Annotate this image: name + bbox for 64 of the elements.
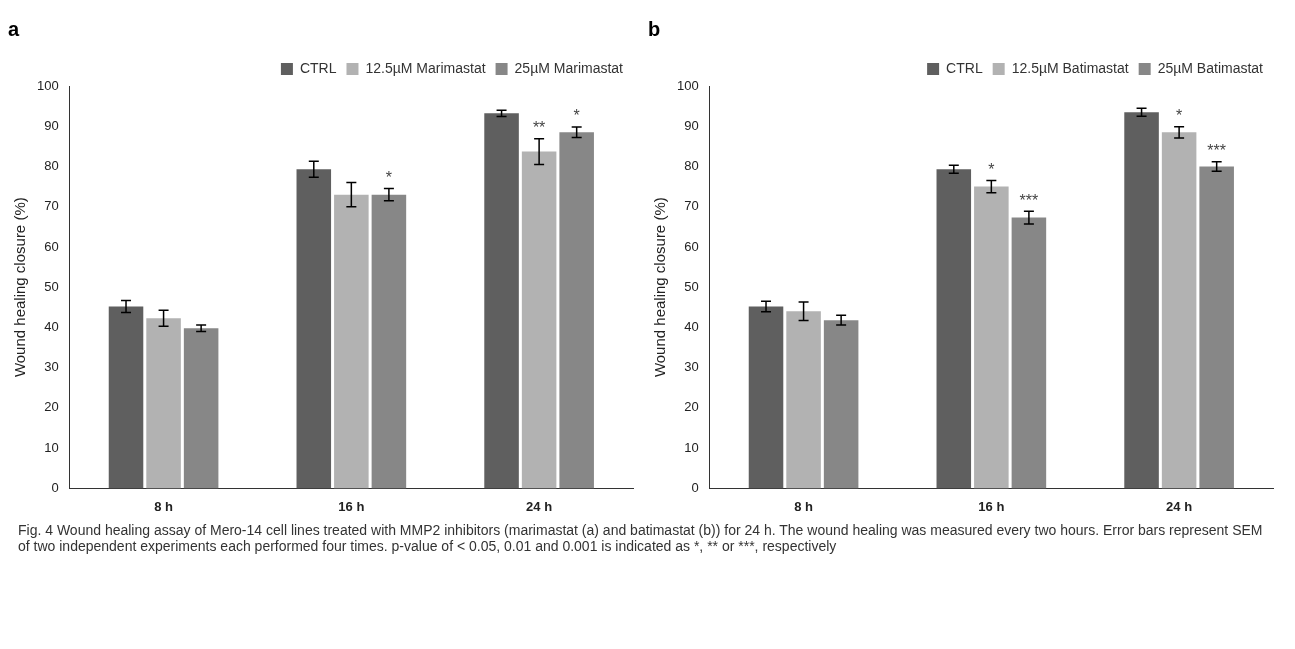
bar (748, 306, 784, 489)
y-tick-label: 40 (44, 319, 59, 335)
y-tick-label: 20 (44, 399, 59, 415)
x-tick-label: 16 h (338, 498, 365, 514)
y-tick-label: 10 (44, 439, 59, 455)
x-tick-label: 16 h (978, 498, 1005, 514)
y-tick-label: 90 (684, 117, 699, 133)
bar (296, 169, 332, 489)
bar (146, 318, 181, 489)
data-label: * (988, 160, 995, 178)
bar (521, 151, 557, 489)
bar (1124, 112, 1159, 489)
y-tick-label: 40 (684, 319, 699, 335)
y-tick-label: 30 (684, 359, 699, 375)
y-tick-label: 80 (684, 158, 699, 174)
bar (183, 328, 219, 489)
bar (108, 306, 144, 489)
legend-label: 12.5µM Marimastat (365, 59, 486, 76)
bar (484, 113, 519, 489)
data-label: * (573, 107, 580, 125)
bar (1161, 132, 1197, 489)
bar (974, 186, 1009, 489)
legend-label: 25µM Batimastat (1157, 59, 1264, 76)
bar (334, 194, 369, 489)
y-tick-label: 60 (684, 238, 699, 254)
y-tick-label: 80 (44, 158, 59, 174)
bar (823, 320, 859, 489)
bar (936, 169, 972, 489)
y-tick-label: 90 (44, 117, 59, 133)
y-tick-label: 50 (684, 278, 699, 294)
y-axis-title: Wound healing closure (%) (651, 197, 669, 378)
x-tick-label: 8 h (794, 498, 814, 514)
y-tick-label: 20 (684, 399, 699, 415)
x-tick-label: 24 h (526, 498, 553, 514)
bar (1011, 217, 1047, 489)
y-tick-label: 10 (684, 439, 699, 455)
data-label: ** (532, 119, 546, 137)
y-tick-label: 60 (44, 238, 59, 254)
y-tick-label: 70 (684, 198, 699, 214)
legend-label: 12.5µM Batimastat (1011, 59, 1129, 76)
caption: Fig. 4 Wound healing assay of Mero-14 cell lines treated with MMP2 inhibitors (marimastat (a) and batimastat (b)) for 24 h. The wound healing was measured every two hours. Error bars represent SEM of two independent experiments each performed four times. p-value of < 0.05, 0.01 and 0.001 is indicated as *, ** or ***, respectively (17, 521, 1264, 556)
legend-label: CTRL (299, 59, 337, 76)
chart-title: b (648, 17, 661, 40)
data-label: *** (1019, 191, 1039, 209)
x-tick-label: 8 h (154, 498, 174, 514)
y-tick-label: 0 (51, 479, 59, 495)
legend-label: CTRL (946, 59, 983, 76)
y-tick-label: 50 (44, 278, 59, 294)
data-label: * (1176, 107, 1183, 125)
data-label: *** (1207, 142, 1227, 160)
x-tick-label: 24 h (1166, 498, 1193, 514)
y-tick-label: 0 (691, 479, 699, 495)
legend-label: 25µM Marimastat (514, 59, 624, 76)
bar (1199, 166, 1234, 489)
bar (786, 311, 821, 489)
data-label: * (385, 169, 393, 187)
y-tick-label: 30 (44, 359, 59, 375)
y-axis-title: Wound healing closure (%) (11, 197, 29, 378)
bar (559, 132, 594, 489)
y-tick-label: 100 (676, 77, 699, 93)
chart-title: a (8, 17, 20, 40)
y-tick-label: 100 (36, 77, 59, 93)
bar (371, 194, 407, 489)
y-tick-label: 70 (44, 198, 59, 214)
